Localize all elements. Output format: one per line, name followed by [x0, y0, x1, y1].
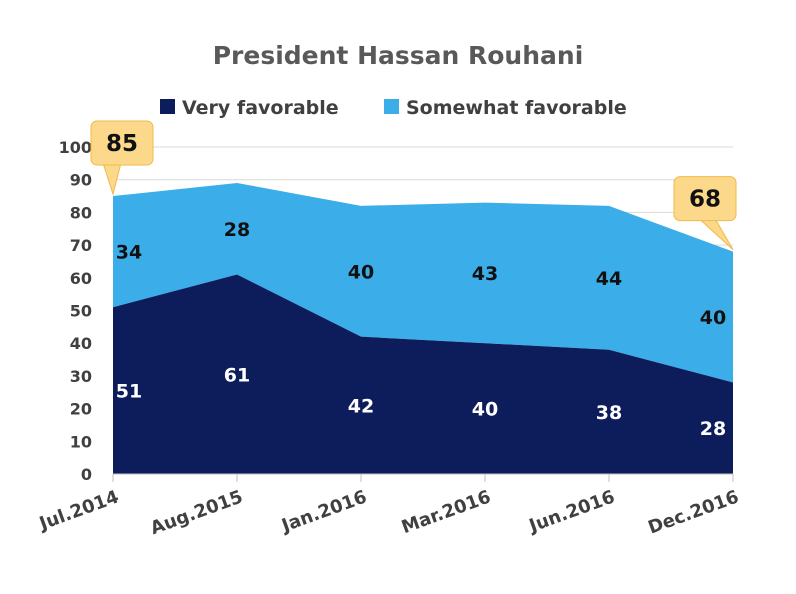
- callout-box: [90, 120, 154, 166]
- callout-box: [673, 176, 737, 222]
- x-tick-label: Jan.2016: [277, 486, 369, 537]
- x-tick-label: Jun.2016: [525, 486, 618, 537]
- data-label-somewhat-favorable: 40: [348, 261, 374, 283]
- data-label-very-favorable: 42: [348, 395, 374, 417]
- callout-label: 85: [106, 131, 138, 157]
- y-tick-label: 40: [70, 334, 92, 353]
- data-label-very-favorable: 61: [224, 364, 250, 386]
- data-label-somewhat-favorable: 40: [700, 307, 726, 329]
- y-tick-label: 100: [59, 138, 92, 157]
- data-labels: 51 61 42 40 38 28 34 28 40 43 44 40: [116, 219, 726, 440]
- y-tick-label: 50: [70, 302, 92, 321]
- y-tick-label: 0: [81, 465, 92, 484]
- data-label-somewhat-favorable: 44: [596, 268, 622, 290]
- x-tick-label: Jul.2014: [35, 486, 122, 535]
- callout: 85: [90, 120, 154, 196]
- y-tick-label: 70: [70, 236, 92, 255]
- chart-title: President Hassan Rouhani: [213, 41, 584, 70]
- x-tick-label: Mar.2016: [399, 486, 494, 538]
- data-label-very-favorable: 28: [700, 418, 726, 440]
- data-label-very-favorable: 51: [116, 381, 142, 403]
- y-tick-label: 60: [70, 269, 92, 288]
- y-axis: 0 10 20 30 40 50 60 70 80 90 100: [59, 138, 92, 484]
- area-very-favorable: [113, 274, 733, 474]
- data-label-somewhat-favorable: 43: [472, 263, 498, 285]
- data-label-very-favorable: 38: [596, 402, 622, 424]
- legend-label: Somewhat favorable: [406, 97, 627, 119]
- area-somewhat-favorable: [113, 182, 733, 383]
- legend-swatch: [384, 99, 399, 114]
- y-tick-label: 20: [70, 400, 92, 419]
- callout-label: 68: [689, 187, 721, 213]
- callout-pointer: [102, 162, 122, 196]
- x-axis: Jul.2014 Aug.2015 Jan.2016 Mar.2016 Jun.2016…: [35, 473, 742, 539]
- y-tick-label: 90: [70, 171, 92, 190]
- y-tick-label: 80: [70, 203, 92, 222]
- callouts: 85 68: [90, 120, 737, 251]
- y-tick-label: 10: [70, 432, 92, 451]
- legend-label: Very favorable: [182, 97, 339, 119]
- data-label-somewhat-favorable: 28: [224, 219, 250, 241]
- plot-areas: [113, 182, 733, 474]
- data-label-very-favorable: 40: [472, 399, 498, 421]
- legend-swatch: [160, 99, 175, 114]
- callout: 68: [673, 176, 737, 251]
- data-label-somewhat-favorable: 34: [116, 242, 142, 264]
- x-tick-label: Dec.2016: [645, 486, 741, 538]
- legend: Very favorable Somewhat favorable: [160, 97, 627, 119]
- x-tick-label: Aug.2015: [148, 486, 246, 539]
- y-tick-label: 30: [70, 367, 92, 386]
